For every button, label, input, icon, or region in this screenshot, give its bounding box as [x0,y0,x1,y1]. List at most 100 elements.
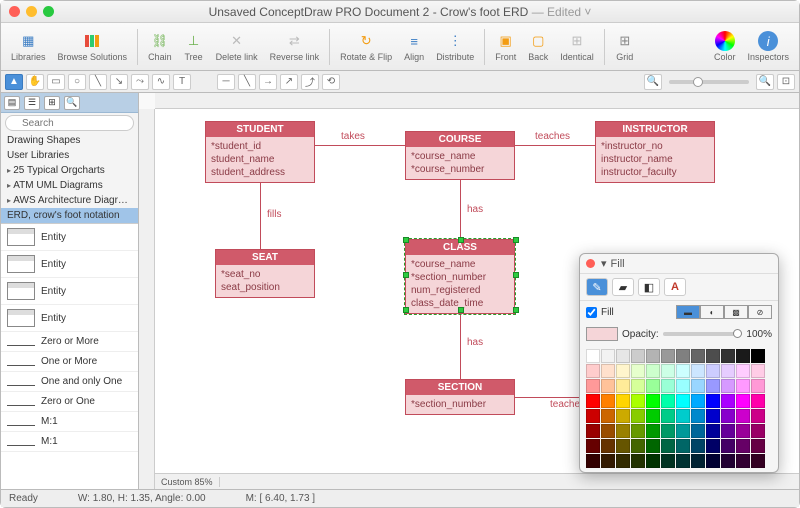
color-swatch[interactable] [601,424,615,438]
selection-handle[interactable] [458,237,464,243]
connector[interactable] [315,145,405,146]
rotate-icon[interactable]: ↻ [356,31,376,51]
color-swatch[interactable] [751,349,765,363]
color-swatch[interactable] [601,454,615,468]
color-swatch[interactable] [706,349,720,363]
popover-titlebar[interactable]: ▾Fill [580,254,778,274]
tree-aws[interactable]: AWS Architecture Diagrams [1,193,138,208]
opacity-slider[interactable] [663,332,743,336]
color-swatch[interactable] [601,439,615,453]
color-swatch[interactable] [751,394,765,408]
color-swatch[interactable] [586,424,600,438]
color-swatch[interactable] [676,454,690,468]
fill-enable-checkbox[interactable] [586,307,597,318]
zoom-readout[interactable]: Custom 85% [155,477,220,487]
color-swatch[interactable] [601,364,615,378]
line4-tool[interactable]: ↗ [280,74,298,90]
selection-handle[interactable] [513,237,519,243]
color-swatch[interactable] [691,424,705,438]
color-swatch[interactable] [601,409,615,423]
zoom-fit-button[interactable]: ⊡ [777,74,795,90]
color-swatch[interactable] [631,454,645,468]
fill-mode-gradient[interactable]: ◐ [700,305,724,319]
color-swatch[interactable] [706,424,720,438]
tree-erd-crows-foot[interactable]: ERD, crow's foot notation [1,208,138,223]
connector[interactable] [515,145,595,146]
tree-user-libraries[interactable]: User Libraries [1,148,138,163]
color-swatch[interactable] [601,394,615,408]
zoom-out-button[interactable]: 🔍 [644,74,662,90]
color-swatch[interactable] [586,409,600,423]
color-swatch[interactable] [691,349,705,363]
color-swatch[interactable] [751,424,765,438]
color-swatch[interactable] [631,424,645,438]
color-swatch[interactable] [721,364,735,378]
color-swatch[interactable] [661,349,675,363]
entity-section[interactable]: SECTION*section_number [405,379,515,415]
fill-tab-shadow[interactable]: ◧ [638,278,660,296]
color-swatch[interactable] [706,379,720,393]
color-swatch[interactable] [661,439,675,453]
color-swatch[interactable] [631,379,645,393]
color-swatch[interactable] [646,394,660,408]
color-swatch[interactable] [616,409,630,423]
selection-handle[interactable] [513,307,519,313]
color-swatch[interactable] [586,439,600,453]
color-swatch[interactable] [751,454,765,468]
rect-tool[interactable]: ▭ [47,74,65,90]
color-swatch[interactable] [676,349,690,363]
color-swatch[interactable] [721,424,735,438]
color-swatch[interactable] [661,409,675,423]
color-swatch[interactable] [751,409,765,423]
arc-tool[interactable]: ⤳ [131,74,149,90]
color-swatch[interactable] [751,379,765,393]
color-swatch[interactable] [646,364,660,378]
spline-tool[interactable]: ∿ [152,74,170,90]
ellipse-tool[interactable]: ○ [68,74,86,90]
fill-tab-pencil[interactable]: ✎ [586,278,608,296]
line5-tool[interactable]: ⤴ [301,74,319,90]
color-swatch[interactable] [706,439,720,453]
color-swatch[interactable] [601,379,615,393]
color-swatch[interactable] [646,439,660,453]
grid-icon[interactable]: ⊞ [615,31,635,51]
color-swatch[interactable] [691,394,705,408]
inspectors-icon[interactable]: i [758,31,778,51]
line3-tool[interactable]: → [259,74,277,90]
color-swatch[interactable] [736,379,750,393]
color-swatch[interactable] [736,439,750,453]
library-shape-9[interactable]: M:1 [1,432,138,452]
popover-close-button[interactable] [586,259,595,268]
connector[interactable] [460,177,461,239]
selection-handle[interactable] [458,307,464,313]
color-swatch[interactable] [676,379,690,393]
color-swatch[interactable] [646,379,660,393]
color-swatch[interactable] [616,394,630,408]
color-swatch[interactable] [706,364,720,378]
color-swatch[interactable] [616,424,630,438]
sidebar-tab-2[interactable]: ☰ [24,96,40,110]
library-shape-7[interactable]: Zero or One [1,392,138,412]
color-swatch[interactable] [736,409,750,423]
fill-mode-none[interactable]: ⊘ [748,305,772,319]
color-swatch[interactable] [586,379,600,393]
color-swatch[interactable] [586,349,600,363]
library-shape-4[interactable]: Zero or More [1,332,138,352]
delete-link-icon[interactable]: ✕ [227,31,247,51]
color-swatch[interactable] [691,409,705,423]
color-swatch[interactable] [706,394,720,408]
zoom-slider[interactable] [669,80,749,84]
align-icon[interactable]: ≡ [404,31,424,51]
color-swatch[interactable] [676,364,690,378]
pointer-tool[interactable]: ▲ [5,74,23,90]
color-swatch[interactable] [631,364,645,378]
connector-tool[interactable]: ↘ [110,74,128,90]
color-swatch[interactable] [691,439,705,453]
connector[interactable] [260,179,261,249]
fill-mode-pattern[interactable]: ▩ [724,305,748,319]
color-swatch[interactable] [661,364,675,378]
color-swatch[interactable] [586,364,600,378]
fill-tab-bucket[interactable]: ▰ [612,278,634,296]
color-swatch[interactable] [706,454,720,468]
color-swatch[interactable] [661,379,675,393]
